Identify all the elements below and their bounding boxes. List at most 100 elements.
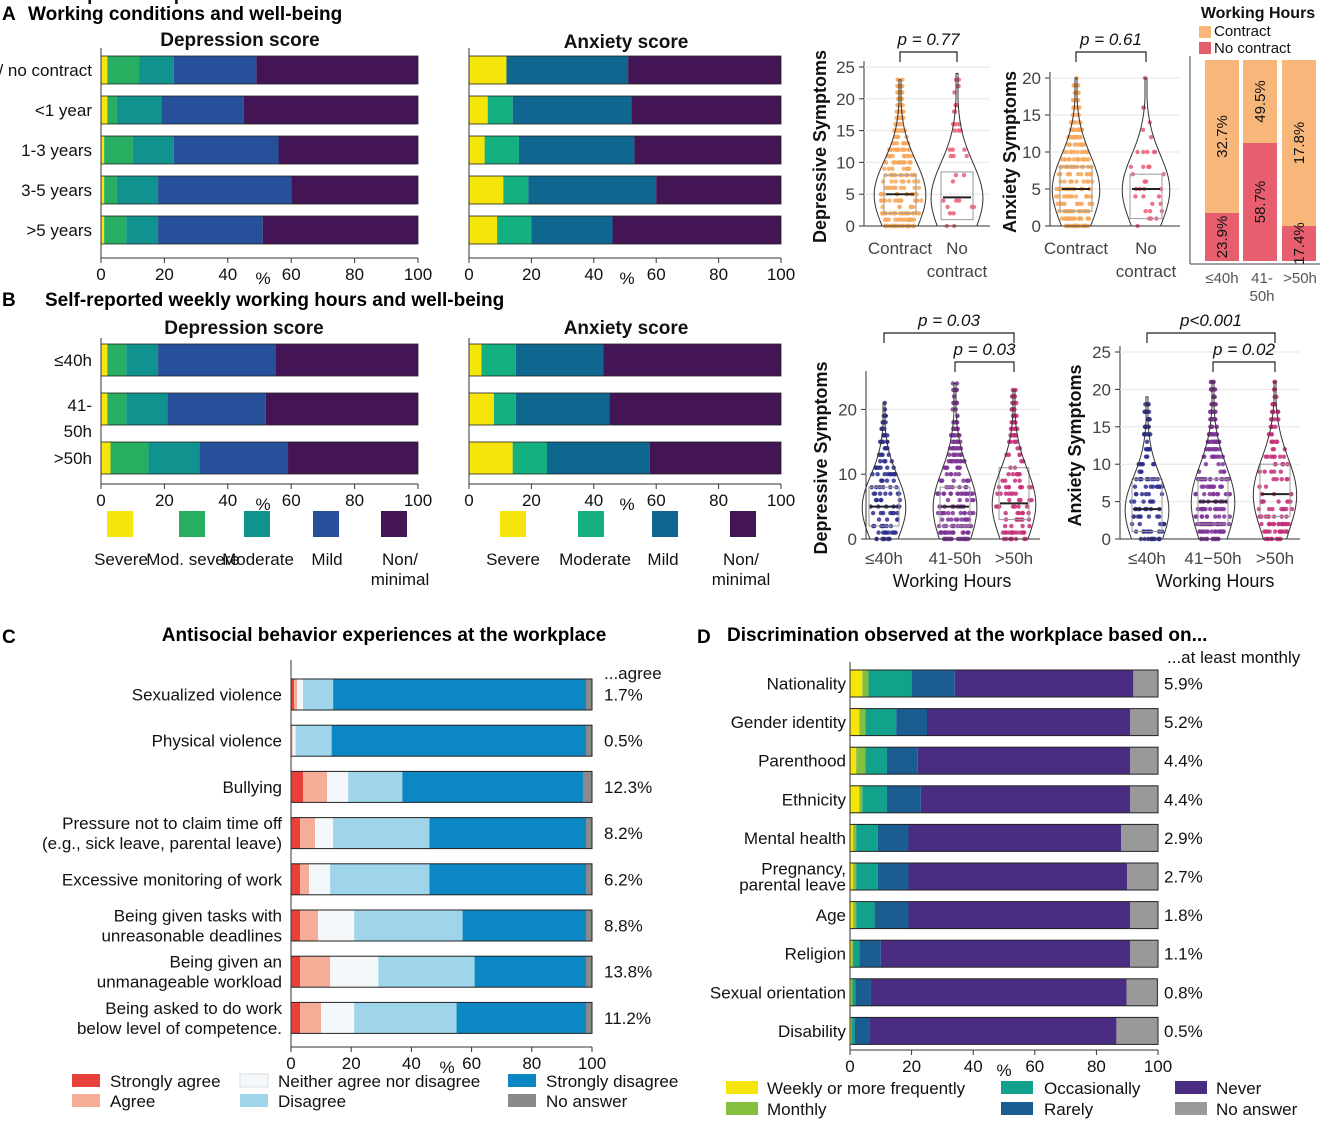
legend-label: Mod. severe (146, 550, 240, 569)
data-point (1074, 179, 1079, 184)
data-point (898, 128, 903, 133)
bar-segment (515, 393, 610, 425)
data-point (938, 478, 943, 483)
data-point (1206, 447, 1212, 452)
data-point (1137, 521, 1142, 527)
violin-shape (1190, 381, 1236, 540)
data-point (909, 153, 914, 159)
x-tick-label: 60 (282, 265, 301, 284)
data-point (870, 510, 876, 516)
data-point (951, 211, 956, 216)
category-label: >50h (54, 449, 92, 468)
legend-label: Rarely (1044, 1100, 1094, 1119)
bar-segment (908, 824, 1122, 852)
bar-segment (101, 344, 108, 376)
data-point (1143, 447, 1149, 452)
data-point (955, 439, 960, 444)
data-point (879, 211, 885, 216)
x-tick-label: 20 (155, 491, 174, 510)
data-point (1015, 446, 1020, 451)
data-point (900, 160, 906, 165)
data-point (950, 452, 956, 457)
x-tick-label: 0 (286, 1054, 295, 1073)
data-point (1143, 209, 1148, 214)
data-point (1204, 514, 1210, 519)
category-label: Age (816, 906, 846, 925)
data-point (1226, 491, 1232, 497)
data-point (965, 530, 971, 535)
y-tick-label: 15 (1092, 418, 1111, 437)
bar-segment (856, 863, 878, 890)
data-point (1152, 149, 1158, 155)
x-tick-label: 80 (345, 491, 364, 510)
data-point (1017, 452, 1022, 457)
bar-segment (139, 56, 174, 84)
y-tick-label: 5 (846, 185, 855, 204)
data-point (962, 510, 967, 516)
x-tick-label: 80 (522, 1054, 541, 1073)
data-point (889, 530, 895, 535)
p-value-label: p = 0.03 (917, 311, 980, 330)
category-label: 41−50h (1184, 549, 1241, 568)
data-point (1084, 194, 1089, 199)
data-point (951, 478, 956, 483)
data-point (1077, 201, 1082, 206)
bar-segment (868, 670, 912, 697)
legend-label: Moderate (222, 550, 294, 569)
x-tick-label: 100 (404, 265, 432, 284)
bar-segment (107, 393, 127, 425)
data-point (1158, 521, 1163, 527)
data-point (1128, 164, 1134, 169)
data-point (1281, 454, 1287, 459)
data-point (962, 147, 967, 152)
data-point (1076, 127, 1081, 132)
category-label: Excessive monitoring of work (62, 870, 283, 889)
significance-bracket (1212, 361, 1276, 372)
x-tick-label: >50h (1283, 270, 1317, 287)
category-label: Being given tasks with (114, 906, 282, 925)
data-point (1085, 172, 1090, 177)
bar-segment (954, 670, 1134, 697)
data-point (1210, 491, 1216, 497)
category-label: Contract (1044, 239, 1109, 258)
data-point (956, 198, 962, 203)
data-point (1064, 149, 1069, 155)
data-point (889, 179, 894, 184)
legend-swatch (1001, 1102, 1033, 1115)
bar-value-label: 49.5% (1252, 80, 1269, 123)
data-point (1067, 172, 1073, 177)
bar-segment (851, 1017, 855, 1045)
data-point (912, 198, 918, 203)
bar-value-label: 23.9% (1214, 216, 1231, 259)
box (883, 174, 917, 214)
y-axis-label: Anxiety Symptoms (1065, 364, 1085, 526)
bar-segment (132, 136, 174, 164)
data-point (959, 517, 964, 522)
bar-segment (101, 56, 108, 84)
data-point (876, 530, 881, 535)
data-point (1216, 462, 1221, 467)
y-axis-label: Anxiety Symptoms (1000, 71, 1020, 233)
violin-shape (930, 72, 984, 227)
data-point (1262, 529, 1267, 534)
data-point (1259, 521, 1264, 527)
right-label: 0.5% (1164, 1022, 1203, 1041)
bar-segment (291, 771, 304, 803)
bar-segment (101, 96, 108, 124)
x-tick-label: 40 (584, 265, 603, 284)
data-point (1193, 491, 1199, 497)
significance-bracket (1146, 332, 1276, 343)
data-point (950, 179, 956, 184)
y-tick-label: 10 (838, 465, 857, 484)
bar-segment (585, 725, 592, 757)
data-point (1002, 523, 1008, 529)
data-point (888, 510, 893, 516)
right-label: 13.8% (604, 963, 652, 982)
legend-swatch (107, 511, 133, 537)
legend-label: Neither agree nor disagree (278, 1072, 480, 1091)
bar-segment (1130, 940, 1158, 968)
data-point (946, 452, 952, 457)
right-header: ...agree (604, 664, 662, 683)
data-point (1069, 135, 1075, 140)
bar-segment (850, 1017, 852, 1045)
